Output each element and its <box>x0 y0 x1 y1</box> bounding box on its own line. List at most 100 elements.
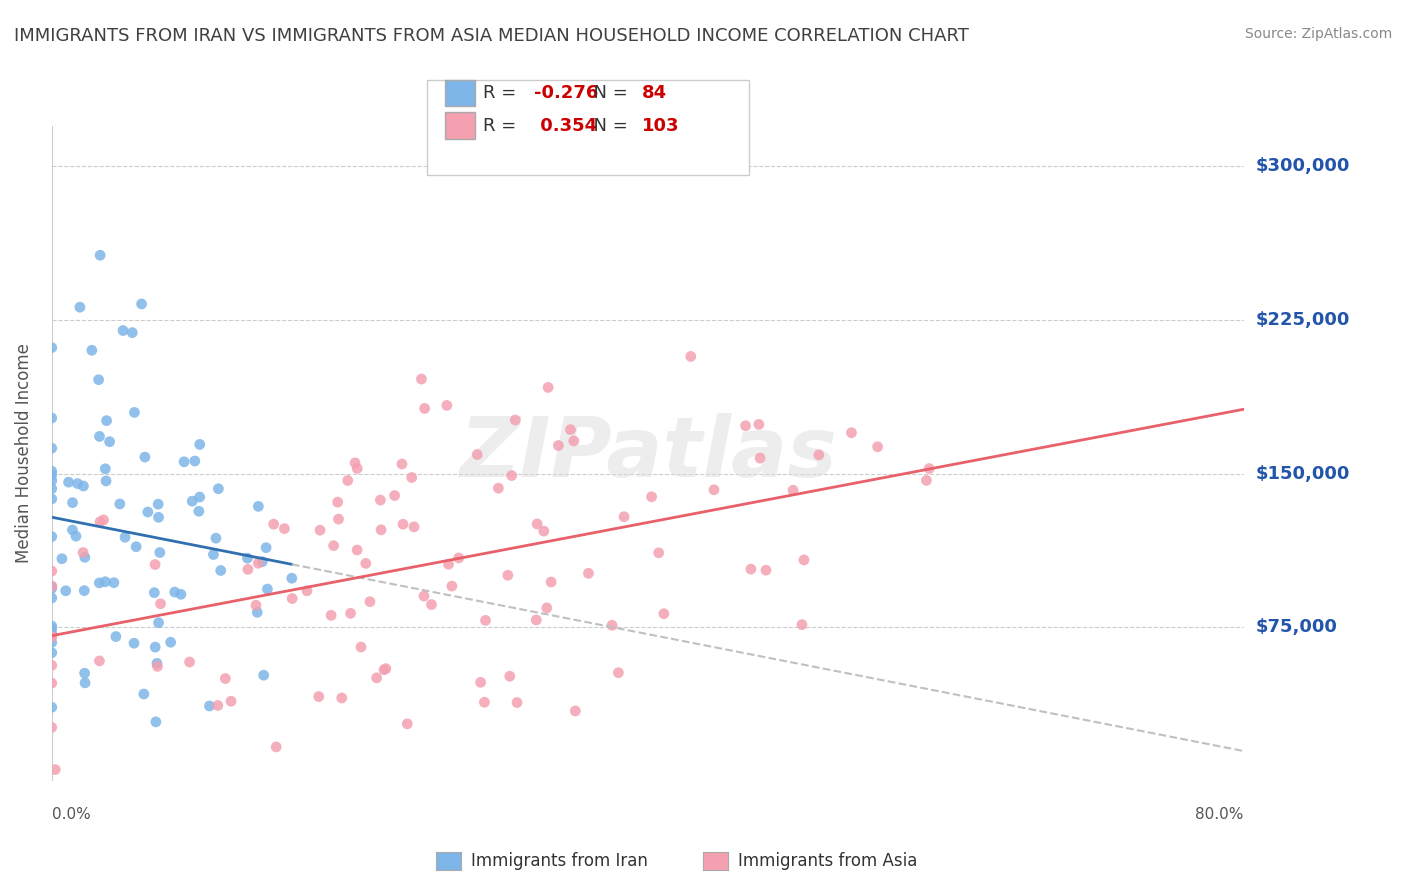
Point <box>184 454 207 468</box>
Point <box>447 551 470 566</box>
Point <box>841 425 863 440</box>
Point <box>219 694 242 708</box>
Point <box>413 589 436 603</box>
Point <box>339 607 361 621</box>
Point <box>149 545 172 559</box>
Point <box>94 574 117 589</box>
Text: 84: 84 <box>641 84 666 102</box>
Point <box>236 551 259 566</box>
Point <box>607 665 630 680</box>
Point <box>89 654 111 668</box>
Text: N =: N = <box>582 117 634 135</box>
Text: 0.0%: 0.0% <box>52 807 90 822</box>
Point <box>188 437 211 451</box>
Point <box>214 672 236 686</box>
Point <box>613 509 636 524</box>
Point <box>170 587 193 601</box>
Point <box>146 659 169 673</box>
Point <box>247 500 270 514</box>
Point <box>866 440 889 454</box>
Point <box>336 474 359 488</box>
Point <box>915 474 938 488</box>
Point <box>506 696 529 710</box>
Point <box>41 720 63 734</box>
Point <box>124 405 146 419</box>
Point <box>179 655 201 669</box>
Point <box>526 516 548 531</box>
Text: IMMIGRANTS FROM IRAN VS IMMIGRANTS FROM ASIA MEDIAN HOUSEHOLD INCOME CORRELATION: IMMIGRANTS FROM IRAN VS IMMIGRANTS FROM … <box>14 27 969 45</box>
Point <box>96 414 118 428</box>
Point <box>41 482 63 496</box>
Point <box>437 558 460 572</box>
Point <box>436 398 458 412</box>
Point <box>62 523 84 537</box>
Point <box>121 326 143 340</box>
Point <box>136 505 159 519</box>
Point <box>281 591 304 606</box>
Point <box>80 343 103 358</box>
Text: R =: R = <box>484 84 522 102</box>
Point <box>309 523 332 537</box>
Point <box>89 429 111 443</box>
Point <box>41 582 63 596</box>
Point <box>465 448 488 462</box>
Point <box>396 716 419 731</box>
Text: Immigrants from Asia: Immigrants from Asia <box>738 852 918 870</box>
Point <box>346 461 368 475</box>
Point <box>146 657 169 671</box>
Point <box>41 474 63 488</box>
Point <box>322 539 344 553</box>
Point <box>108 497 131 511</box>
Point <box>41 464 63 478</box>
Point <box>600 618 623 632</box>
Point <box>402 520 425 534</box>
Point <box>749 451 772 466</box>
Point <box>87 373 110 387</box>
Point <box>41 411 63 425</box>
Point <box>391 457 413 471</box>
Point <box>254 541 277 555</box>
Point <box>540 574 562 589</box>
Point <box>370 493 392 508</box>
Point <box>256 582 278 596</box>
Point <box>72 479 94 493</box>
Point <box>209 564 232 578</box>
Point <box>65 529 87 543</box>
Point <box>187 504 209 518</box>
Point <box>330 690 353 705</box>
Point <box>44 763 66 777</box>
Point <box>41 491 63 506</box>
Point <box>73 666 96 681</box>
Point <box>647 546 669 560</box>
Point <box>411 372 433 386</box>
Point <box>205 531 228 545</box>
Point <box>163 585 186 599</box>
Point <box>420 598 443 612</box>
Point <box>207 698 229 713</box>
Point <box>41 579 63 593</box>
Text: $225,000: $225,000 <box>1256 311 1350 329</box>
Text: 0.354: 0.354 <box>534 117 598 135</box>
Point <box>236 562 259 576</box>
Point <box>782 483 804 498</box>
Point <box>560 423 582 437</box>
Text: N =: N = <box>582 84 634 102</box>
Point <box>58 475 80 490</box>
Point <box>98 434 121 449</box>
Point <box>41 626 63 640</box>
Point <box>69 300 91 314</box>
Point <box>41 467 63 482</box>
Point <box>173 455 195 469</box>
Text: $75,000: $75,000 <box>1256 618 1337 636</box>
Text: 80.0%: 80.0% <box>1195 807 1243 822</box>
Point <box>207 482 229 496</box>
Point <box>148 510 170 524</box>
Point <box>41 635 63 649</box>
Point <box>198 698 221 713</box>
Point <box>346 543 368 558</box>
Point <box>536 600 558 615</box>
Point <box>114 530 136 544</box>
Point <box>474 613 496 627</box>
Point <box>41 619 63 633</box>
Point <box>245 599 267 613</box>
